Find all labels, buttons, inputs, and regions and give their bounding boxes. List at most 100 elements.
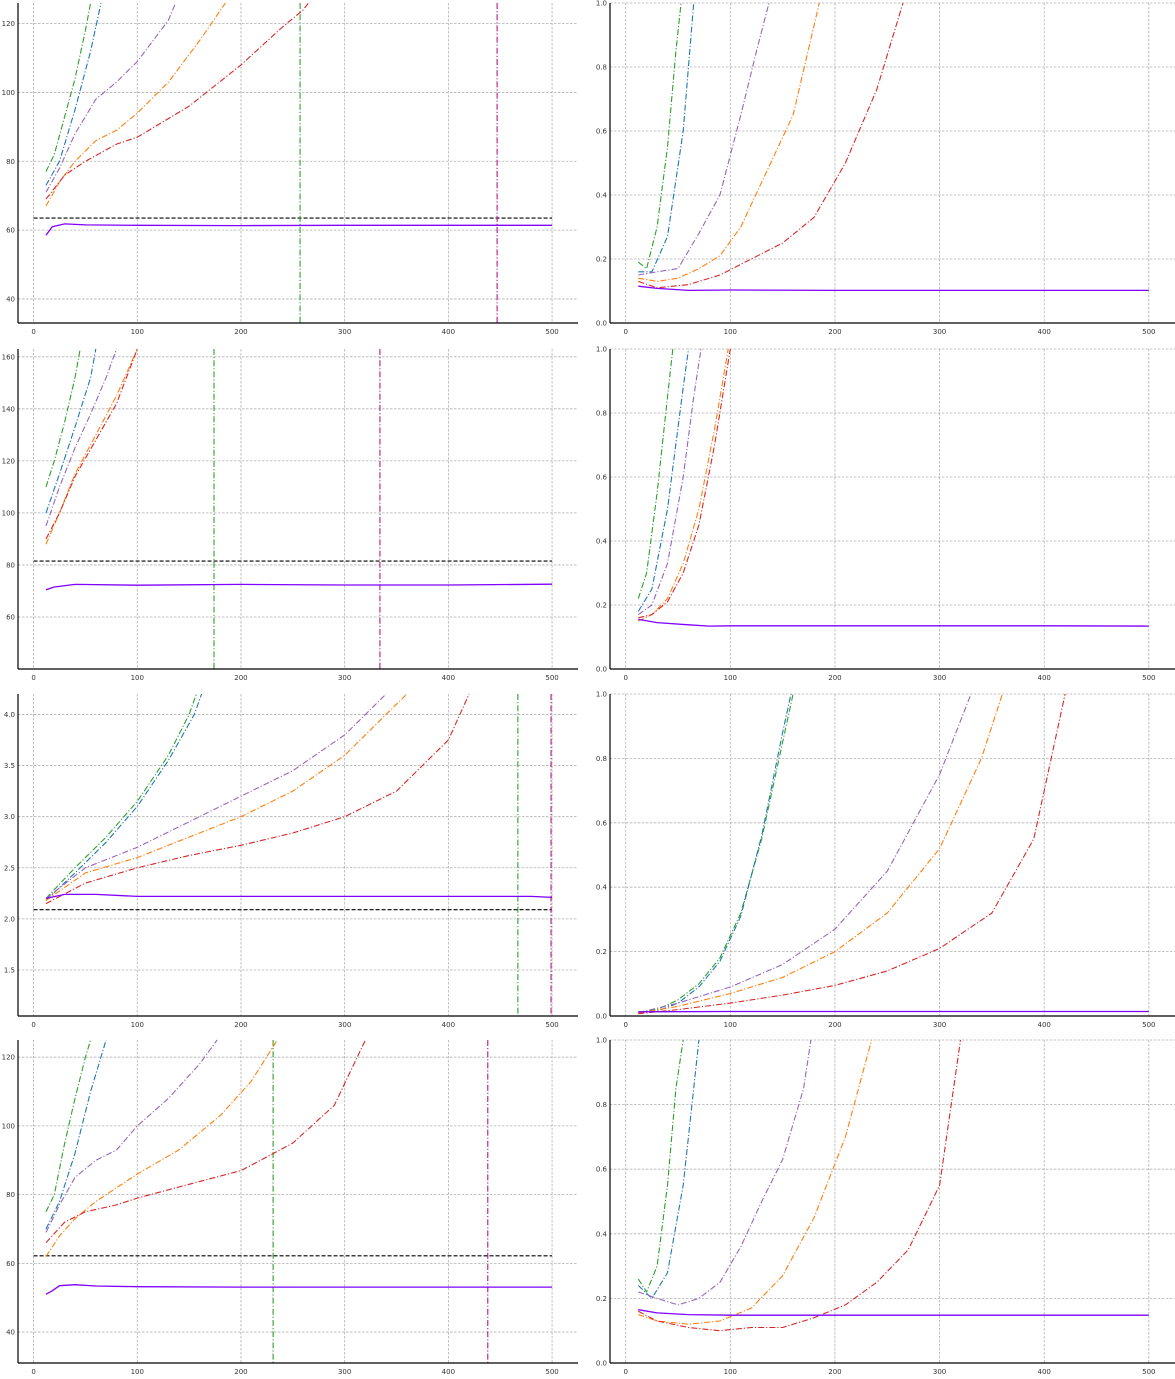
y-tick-label: 2.0 bbox=[4, 915, 15, 923]
series-line-green bbox=[46, 349, 80, 487]
y-tick-label: 0.6 bbox=[596, 474, 608, 482]
series-line-lavender bbox=[46, 3, 176, 192]
y-tick-label: 0.4 bbox=[596, 192, 608, 200]
x-tick-label: 400 bbox=[1038, 1368, 1051, 1376]
y-tick-label: 0.8 bbox=[596, 755, 607, 763]
x-tick-label: 200 bbox=[234, 674, 247, 682]
x-tick-label: 100 bbox=[724, 328, 737, 336]
series-line-red bbox=[638, 3, 903, 288]
y-tick-label: 100 bbox=[2, 1122, 15, 1130]
series-line-red bbox=[46, 349, 137, 539]
x-tick-label: 0 bbox=[623, 1021, 627, 1029]
x-tick-label: 500 bbox=[1142, 1368, 1155, 1376]
x-tick-label: 300 bbox=[338, 674, 351, 682]
x-tick-label: 200 bbox=[828, 674, 841, 682]
series-line-orange bbox=[638, 1040, 871, 1324]
series-line-orange bbox=[46, 1040, 277, 1257]
y-tick-label: 0.6 bbox=[596, 1166, 608, 1174]
x-tick-label: 100 bbox=[131, 1368, 144, 1376]
y-tick-label: 3.0 bbox=[4, 813, 15, 821]
y-tick-label: 1.0 bbox=[596, 1037, 607, 1045]
x-tick-label: 0 bbox=[31, 674, 35, 682]
y-tick-label: 1.0 bbox=[596, 346, 607, 354]
y-tick-label: 0.6 bbox=[596, 128, 608, 136]
y-tick-label: 1.5 bbox=[4, 967, 15, 975]
x-tick-label: 400 bbox=[442, 1368, 455, 1376]
x-tick-label: 100 bbox=[724, 674, 737, 682]
series-line-lavender bbox=[638, 349, 701, 615]
series-line-red bbox=[638, 349, 730, 618]
series-line-green bbox=[638, 3, 681, 269]
series-line-blue bbox=[46, 349, 96, 513]
series-line-red bbox=[46, 1040, 365, 1243]
x-tick-label: 0 bbox=[31, 1021, 35, 1029]
y-tick-label: 2.5 bbox=[4, 864, 15, 872]
x-tick-label: 500 bbox=[1142, 328, 1155, 336]
y-tick-label: 160 bbox=[2, 353, 15, 361]
x-tick-label: 0 bbox=[31, 1368, 35, 1376]
y-tick-label: 120 bbox=[2, 1054, 15, 1062]
series-line-red bbox=[638, 694, 1065, 1014]
y-tick-label: 120 bbox=[2, 457, 15, 465]
series-line-blue bbox=[46, 3, 101, 185]
series-line-red bbox=[638, 1040, 960, 1331]
y-tick-label: 60 bbox=[6, 227, 15, 235]
series-line-green bbox=[46, 694, 196, 898]
y-tick-label: 0.0 bbox=[596, 1013, 607, 1021]
y-tick-label: 1.0 bbox=[596, 691, 607, 699]
series-line-orange bbox=[638, 694, 1002, 1013]
x-tick-label: 100 bbox=[131, 328, 144, 336]
x-tick-label: 0 bbox=[31, 328, 35, 336]
x-tick-label: 500 bbox=[545, 328, 558, 336]
y-tick-label: 1.0 bbox=[596, 0, 607, 8]
series-line-orange bbox=[638, 3, 819, 281]
series-line-red bbox=[46, 3, 308, 199]
x-tick-label: 0 bbox=[623, 328, 627, 336]
y-tick-label: 80 bbox=[6, 561, 15, 569]
series-line-solid bbox=[638, 1310, 1149, 1316]
x-tick-label: 0 bbox=[623, 1368, 627, 1376]
series-line-solid bbox=[46, 1285, 552, 1295]
y-tick-label: 140 bbox=[2, 405, 15, 413]
y-tick-label: 60 bbox=[6, 1260, 15, 1268]
y-tick-label: 40 bbox=[6, 295, 15, 303]
series-line-green bbox=[46, 3, 91, 172]
series-line-solid bbox=[46, 224, 552, 235]
series-line-solid bbox=[638, 619, 1149, 626]
x-tick-label: 200 bbox=[234, 1368, 247, 1376]
series-line-lavender bbox=[46, 349, 117, 526]
x-tick-label: 300 bbox=[338, 1021, 351, 1029]
x-tick-label: 100 bbox=[724, 1368, 737, 1376]
y-tick-label: 40 bbox=[6, 1329, 15, 1337]
y-tick-label: 0.0 bbox=[596, 666, 607, 674]
x-tick-label: 500 bbox=[545, 1368, 558, 1376]
y-tick-label: 3.5 bbox=[4, 762, 15, 770]
x-tick-label: 500 bbox=[545, 1021, 558, 1029]
x-tick-label: 400 bbox=[442, 1021, 455, 1029]
x-tick-label: 0 bbox=[623, 674, 627, 682]
series-line-green bbox=[638, 1040, 683, 1292]
x-tick-label: 300 bbox=[338, 328, 351, 336]
y-tick-label: 0.2 bbox=[596, 256, 607, 264]
y-tick-label: 100 bbox=[2, 509, 15, 517]
x-tick-label: 300 bbox=[933, 674, 946, 682]
x-tick-label: 200 bbox=[828, 328, 841, 336]
y-tick-label: 0.2 bbox=[596, 948, 607, 956]
x-tick-label: 300 bbox=[933, 1021, 946, 1029]
series-line-red bbox=[46, 694, 469, 904]
x-tick-label: 300 bbox=[338, 1368, 351, 1376]
x-tick-label: 400 bbox=[1038, 328, 1051, 336]
series-line-blue bbox=[638, 3, 693, 272]
y-tick-label: 100 bbox=[2, 89, 15, 97]
y-tick-label: 0.4 bbox=[596, 884, 608, 892]
